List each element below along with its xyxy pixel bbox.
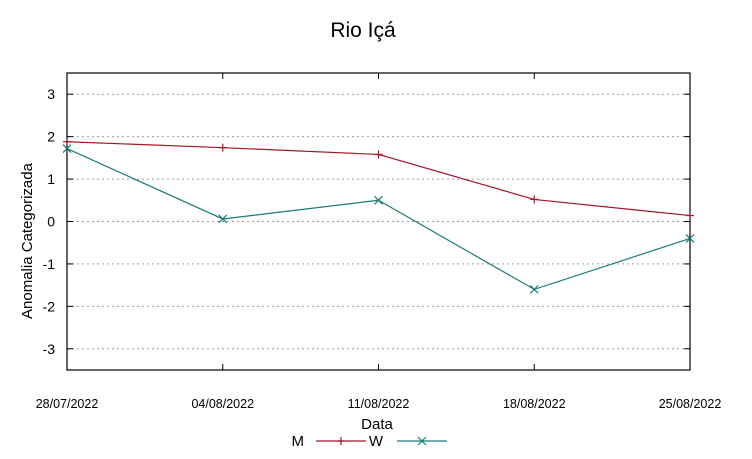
data-point-w [374,195,383,205]
data-point-w-d2 [218,214,228,224]
legend-label-m: M [292,433,305,450]
series-layer [62,137,695,294]
data-point-m [374,150,383,159]
y-axis-label: Anomalia Categorizada [19,162,36,319]
data-point-w-d2 [374,195,383,205]
x-axis-ticks: 28/07/2022 04/08/2022 11/08/2022 18/08/2022… [36,73,722,411]
data-point-w-d2 [529,284,539,294]
x-tick-label: 25/08/2022 [659,397,722,411]
data-point-w-d2 [685,234,695,243]
y-tick-label: 0 [47,214,55,230]
data-point-m [530,195,539,204]
y-tick-label: -2 [43,298,56,314]
data-point-w [685,234,695,243]
data-point-w-d2 [62,144,72,153]
legend-marker-symbol-w-d2 [417,436,427,446]
legend: M W [292,433,447,450]
legend-marker-w [417,436,427,446]
y-tick-label: 1 [47,171,55,187]
legend-marker-m [337,437,345,445]
x-tick-label: 11/08/2022 [348,397,410,411]
y-tick-label: 3 [47,86,55,102]
legend-label-w: W [369,433,384,450]
data-point-m [218,143,227,152]
x-axis-label: Data [361,416,393,433]
legend-marker-symbol-w [417,436,427,446]
chart-title: Rio Içá [330,19,396,42]
x-tick-label: 18/08/2022 [503,397,566,411]
data-point-w [62,144,72,153]
data-point-w [529,284,539,294]
legend-marker-symbol-m [337,437,345,445]
grid-lines [67,93,690,350]
data-point-w [218,214,228,224]
y-tick-label: -1 [43,256,56,272]
y-axis-ticks: 3 2 1 0 -1 -2 -3 [43,86,690,357]
data-point-m [686,211,694,220]
x-tick-label: 28/07/2022 [36,397,99,411]
x-tick-label: 04/08/2022 [191,397,254,411]
series-line-w [66,147,691,291]
data-point-m [63,137,71,146]
y-tick-label: 2 [47,129,55,145]
y-tick-label: -3 [43,341,56,357]
plot-frame [66,72,691,371]
